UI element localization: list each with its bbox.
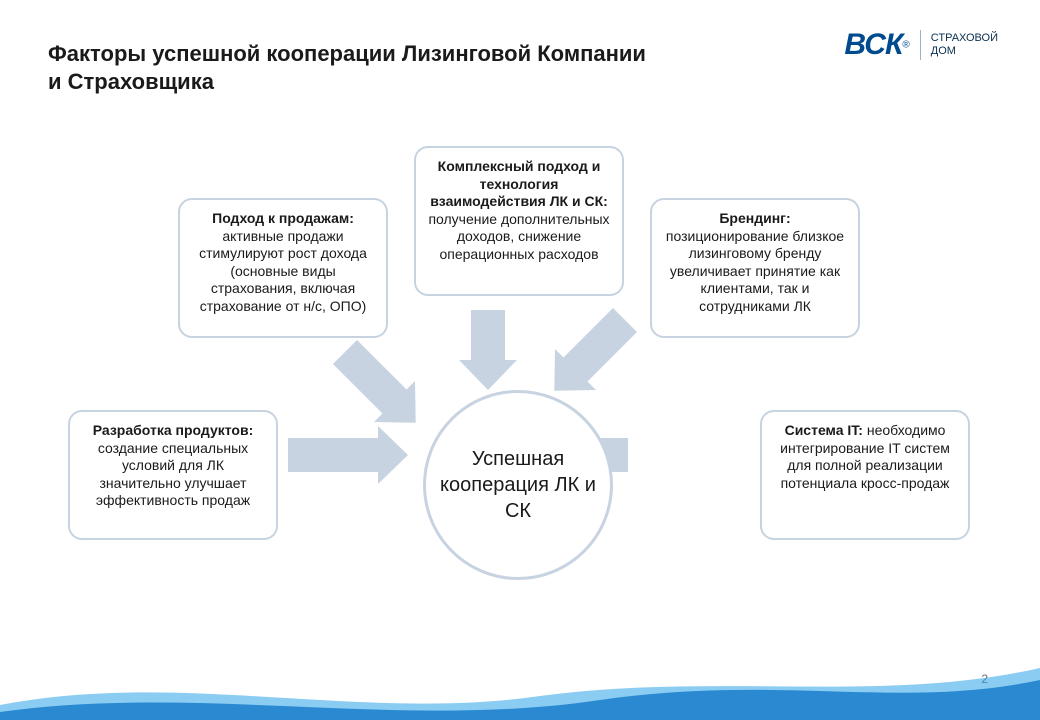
logo-mark: ВСК® <box>844 28 909 62</box>
center-label: Успешная кооперация ЛК и СК <box>436 446 600 524</box>
box-products: Разработка продуктов: создание специальн… <box>68 410 278 540</box>
arr-branding <box>534 299 646 411</box>
slide: Факторы успешной кооперации Лизинговой К… <box>0 0 1040 720</box>
arr-complex <box>459 310 517 390</box>
box-complex: Комплексный подход и технология взаимоде… <box>414 146 624 296</box>
brand-logo: ВСК® СТРАХОВОЙ ДОМ <box>844 28 998 62</box>
box-products-body: создание специальных условий для ЛК знач… <box>96 440 250 509</box>
arr-products <box>288 426 408 484</box>
box-branding-title: Брендинг: <box>719 210 790 226</box>
arrows-layer <box>0 0 1040 720</box>
logo-divider <box>920 30 921 60</box>
box-it: Система IT: необходимо интегрирование IT… <box>760 410 970 540</box>
box-sales: Подход к продажам: активные продажи стим… <box>178 198 388 338</box>
box-sales-body: активные продажи стимулируют рост дохода… <box>199 228 367 314</box>
box-sales-title: Подход к продажам: <box>212 210 354 226</box>
center-node: Успешная кооперация ЛК и СК <box>423 390 613 580</box>
box-branding-body: позиционирование близкое лизинговому бре… <box>666 228 844 314</box>
arr-sales <box>324 331 436 443</box>
box-products-title: Разработка продуктов: <box>93 422 254 438</box>
box-it-title: Система IT: <box>785 422 863 438</box>
wave-decoration <box>0 650 1040 720</box>
box-branding: Брендинг: позиционирование близкое лизин… <box>650 198 860 338</box>
box-complex-body: получение дополнительных доходов, снижен… <box>428 211 609 262</box>
logo-tagline: СТРАХОВОЙ ДОМ <box>931 32 998 57</box>
slide-title: Факторы успешной кооперации Лизинговой К… <box>48 40 648 95</box>
box-complex-title: Комплексный подход и технология взаимоде… <box>430 158 608 209</box>
